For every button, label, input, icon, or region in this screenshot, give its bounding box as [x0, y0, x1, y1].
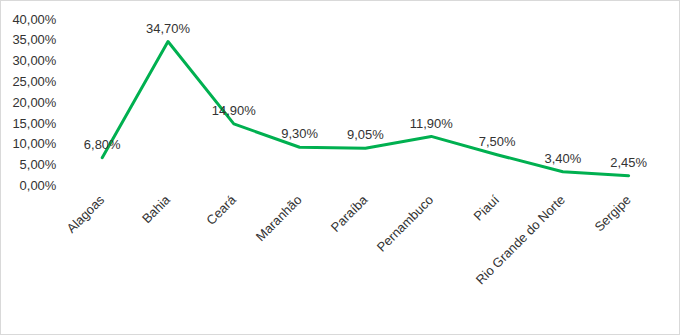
- svg-text:3,40%: 3,40%: [544, 151, 581, 166]
- svg-text:25,00%: 25,00%: [12, 74, 56, 89]
- svg-text:14,90%: 14,90%: [212, 103, 256, 118]
- svg-text:40,00%: 40,00%: [12, 12, 56, 27]
- svg-text:Pernambuco: Pernambuco: [374, 192, 437, 255]
- svg-text:9,05%: 9,05%: [347, 127, 384, 142]
- svg-text:11,90%: 11,90%: [410, 116, 453, 131]
- svg-text:2,45%: 2,45%: [610, 155, 647, 170]
- svg-text:35,00%: 35,00%: [12, 32, 56, 47]
- svg-text:5,00%: 5,00%: [20, 157, 57, 172]
- svg-text:Sergipe: Sergipe: [592, 192, 634, 234]
- svg-text:Ceará: Ceará: [203, 192, 239, 228]
- svg-text:Rio Grande do Norte: Rio Grande do Norte: [473, 192, 568, 287]
- svg-text:9,30%: 9,30%: [281, 126, 318, 141]
- svg-text:7,50%: 7,50%: [479, 134, 516, 149]
- svg-text:10,00%: 10,00%: [12, 136, 56, 151]
- svg-text:Piauí: Piauí: [471, 192, 503, 224]
- svg-text:6,80%: 6,80%: [84, 137, 121, 152]
- svg-text:30,00%: 30,00%: [12, 53, 56, 68]
- svg-text:Alagoas: Alagoas: [64, 192, 108, 236]
- svg-text:20,00%: 20,00%: [12, 95, 56, 110]
- svg-text:Maranhão: Maranhão: [253, 192, 305, 244]
- svg-text:Bahia: Bahia: [139, 192, 174, 227]
- svg-text:15,00%: 15,00%: [12, 116, 56, 131]
- svg-text:0,00%: 0,00%: [20, 178, 57, 193]
- svg-text:Paraíba: Paraíba: [328, 192, 371, 235]
- svg-text:34,70%: 34,70%: [146, 21, 190, 36]
